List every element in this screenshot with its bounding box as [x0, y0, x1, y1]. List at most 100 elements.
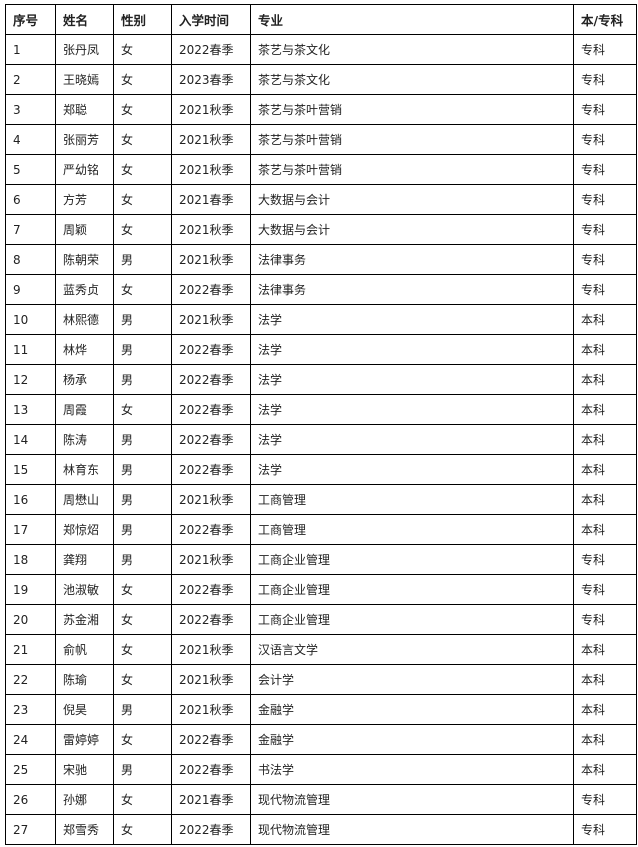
- cell-index: 5: [5, 154, 56, 185]
- cell-name: 陈涛: [55, 424, 114, 455]
- cell-enroll-time: 2022春季: [171, 754, 251, 785]
- cell-gender: 男: [113, 454, 172, 485]
- cell-name: 王晓嫣: [55, 64, 114, 95]
- table-row: 9 蓝秀贞女 2022春季 法律事务 专科: [5, 274, 637, 305]
- cell-index: 8: [5, 244, 56, 275]
- table-row: 11 林烨男 2022春季 法学 本科: [5, 334, 637, 365]
- header-major: 专业: [250, 4, 574, 35]
- cell-gender: 女: [113, 634, 172, 665]
- cell-name: 周霞: [55, 394, 114, 425]
- table-row: 14 陈涛男 2022春季 法学 本科: [5, 424, 637, 455]
- cell-enroll-time: 2021秋季: [171, 304, 251, 335]
- cell-name: 张丹凤: [55, 34, 114, 65]
- cell-major: 工商管理: [250, 514, 574, 545]
- cell-degree-level: 专科: [573, 604, 637, 635]
- cell-major: 会计学: [250, 664, 574, 695]
- cell-index: 20: [5, 604, 56, 635]
- cell-name: 林烨: [55, 334, 114, 365]
- cell-degree-level: 本科: [573, 304, 637, 335]
- table-row: 3 郑聪女 2021秋季 茶艺与茶叶营销 专科: [5, 94, 637, 125]
- cell-enroll-time: 2021春季: [171, 784, 251, 815]
- cell-gender: 男: [113, 514, 172, 545]
- cell-major: 茶艺与茶文化: [250, 64, 574, 95]
- cell-gender: 女: [113, 814, 172, 845]
- cell-enroll-time: 2022春季: [171, 34, 251, 65]
- cell-name: 郑惊炤: [55, 514, 114, 545]
- cell-major: 茶艺与茶叶营销: [250, 124, 574, 155]
- cell-major: 法学: [250, 334, 574, 365]
- cell-enroll-time: 2021秋季: [171, 124, 251, 155]
- cell-major: 法律事务: [250, 244, 574, 275]
- table-row: 12 杨承男 2022春季 法学 本科: [5, 364, 637, 395]
- cell-major: 工商管理: [250, 484, 574, 515]
- cell-name: 陈瑜: [55, 664, 114, 695]
- cell-enroll-time: 2021秋季: [171, 154, 251, 185]
- cell-degree-level: 专科: [573, 154, 637, 185]
- cell-enroll-time: 2022春季: [171, 574, 251, 605]
- table-row: 19 池淑敏女 2022春季 工商企业管理 专科: [5, 574, 637, 605]
- cell-index: 9: [5, 274, 56, 305]
- cell-enroll-time: 2021秋季: [171, 664, 251, 695]
- cell-name: 宋驰: [55, 754, 114, 785]
- cell-degree-level: 本科: [573, 334, 637, 365]
- cell-gender: 女: [113, 154, 172, 185]
- table-row: 22 陈瑜女 2021秋季 会计学 本科: [5, 664, 637, 695]
- table-row: 10 林熙德男 2021秋季 法学 本科: [5, 304, 637, 335]
- cell-enroll-time: 2022春季: [171, 424, 251, 455]
- cell-name: 郑雪秀: [55, 814, 114, 845]
- cell-degree-level: 专科: [573, 124, 637, 155]
- cell-enroll-time: 2022春季: [171, 724, 251, 755]
- cell-index: 22: [5, 664, 56, 695]
- cell-enroll-time: 2021秋季: [171, 94, 251, 125]
- table-row: 1 张丹凤女 2022春季 茶艺与茶文化 专科: [5, 34, 637, 65]
- table-row: 6 方芳女 2021春季 大数据与会计 专科: [5, 184, 637, 215]
- cell-degree-level: 本科: [573, 454, 637, 485]
- cell-degree-level: 本科: [573, 754, 637, 785]
- cell-major: 茶艺与茶叶营销: [250, 154, 574, 185]
- cell-index: 19: [5, 574, 56, 605]
- cell-degree-level: 本科: [573, 514, 637, 545]
- cell-index: 25: [5, 754, 56, 785]
- cell-major: 金融学: [250, 694, 574, 725]
- cell-enroll-time: 2022春季: [171, 394, 251, 425]
- cell-index: 16: [5, 484, 56, 515]
- cell-degree-level: 专科: [573, 244, 637, 275]
- cell-major: 工商企业管理: [250, 574, 574, 605]
- table-row: 21 俞帆女 2021秋季 汉语言文学 本科: [5, 634, 637, 665]
- table-header: 序号 姓名 性别 入学时间 专业 本/专科: [5, 4, 637, 35]
- header-name: 姓名: [55, 4, 114, 35]
- cell-name: 郑聪: [55, 94, 114, 125]
- cell-enroll-time: 2022春季: [171, 334, 251, 365]
- student-table: 序号 姓名 性别 入学时间 专业 本/专科 1 张丹凤女 2022春季 茶艺与茶文化专…: [5, 4, 637, 845]
- cell-degree-level: 专科: [573, 94, 637, 125]
- cell-name: 严幼铭: [55, 154, 114, 185]
- cell-gender: 男: [113, 304, 172, 335]
- table-row: 13 周霞女 2022春季 法学 本科: [5, 394, 637, 425]
- cell-enroll-time: 2021秋季: [171, 484, 251, 515]
- cell-index: 3: [5, 94, 56, 125]
- table-row: 4 张丽芳女 2021秋季 茶艺与茶叶营销 专科: [5, 124, 637, 155]
- cell-gender: 女: [113, 34, 172, 65]
- cell-degree-level: 本科: [573, 484, 637, 515]
- cell-name: 方芳: [55, 184, 114, 215]
- cell-major: 大数据与会计: [250, 184, 574, 215]
- cell-degree-level: 本科: [573, 634, 637, 665]
- cell-major: 茶艺与茶叶营销: [250, 94, 574, 125]
- cell-index: 18: [5, 544, 56, 575]
- cell-degree-level: 专科: [573, 34, 637, 65]
- table-row: 7 周颖女 2021秋季 大数据与会计 专科: [5, 214, 637, 245]
- cell-degree-level: 专科: [573, 274, 637, 305]
- cell-index: 26: [5, 784, 56, 815]
- cell-major: 法律事务: [250, 274, 574, 305]
- cell-name: 苏金湘: [55, 604, 114, 635]
- cell-name: 杨承: [55, 364, 114, 395]
- cell-name: 林熙德: [55, 304, 114, 335]
- cell-gender: 男: [113, 484, 172, 515]
- header-enroll-time: 入学时间: [171, 4, 251, 35]
- table-row: 27 郑雪秀女 2022春季 现代物流管理 专科: [5, 814, 637, 845]
- cell-gender: 男: [113, 424, 172, 455]
- cell-enroll-time: 2021秋季: [171, 244, 251, 275]
- table-row: 8 陈朝荣男 2021秋季 法律事务 专科: [5, 244, 637, 275]
- cell-index: 15: [5, 454, 56, 485]
- cell-enroll-time: 2022春季: [171, 274, 251, 305]
